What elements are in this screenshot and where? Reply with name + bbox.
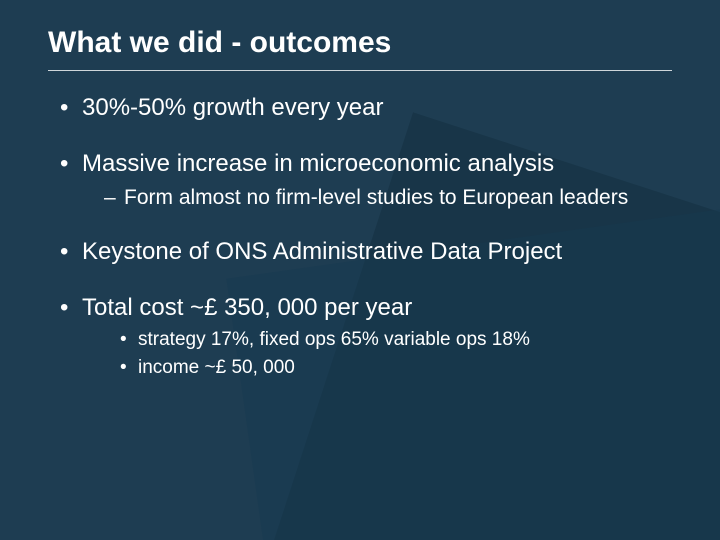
- title-rule: [48, 70, 672, 71]
- bullet-text: 30%-50% growth every year: [82, 94, 383, 121]
- sub-bullet-item: Form almost no firm-level studies to Eur…: [104, 185, 672, 211]
- bullet-item: Keystone of ONS Administrative Data Proj…: [60, 237, 672, 267]
- sub-bullet-text: strategy 17%, fixed ops 65% variable ops…: [138, 329, 530, 350]
- sub-bullet-text: income ~£ 50, 000: [138, 357, 295, 378]
- bullet-item: Massive increase in microeconomic analys…: [60, 149, 672, 211]
- bullet-text: Keystone of ONS Administrative Data Proj…: [82, 238, 562, 265]
- sub-bullet-list: Form almost no firm-level studies to Eur…: [82, 185, 672, 211]
- sub-bullet-item: strategy 17%, fixed ops 65% variable ops…: [120, 327, 672, 353]
- bullet-text: Total cost ~£ 350, 000 per year: [82, 294, 412, 321]
- sub-bullet-list: strategy 17%, fixed ops 65% variable ops…: [82, 327, 672, 380]
- bullet-item: 30%-50% growth every year: [60, 93, 672, 123]
- sub-bullet-item: income ~£ 50, 000: [120, 355, 672, 381]
- bullet-text: Massive increase in microeconomic analys…: [82, 150, 554, 177]
- sub-bullet-text: Form almost no firm-level studies to Eur…: [124, 186, 628, 209]
- slide-content: What we did - outcomes 30%-50% growth ev…: [0, 0, 720, 381]
- slide: What we did - outcomes 30%-50% growth ev…: [0, 0, 720, 540]
- bullet-item: Total cost ~£ 350, 000 per year strategy…: [60, 293, 672, 380]
- slide-title: What we did - outcomes: [48, 26, 672, 60]
- bullet-list: 30%-50% growth every year Massive increa…: [48, 93, 672, 381]
